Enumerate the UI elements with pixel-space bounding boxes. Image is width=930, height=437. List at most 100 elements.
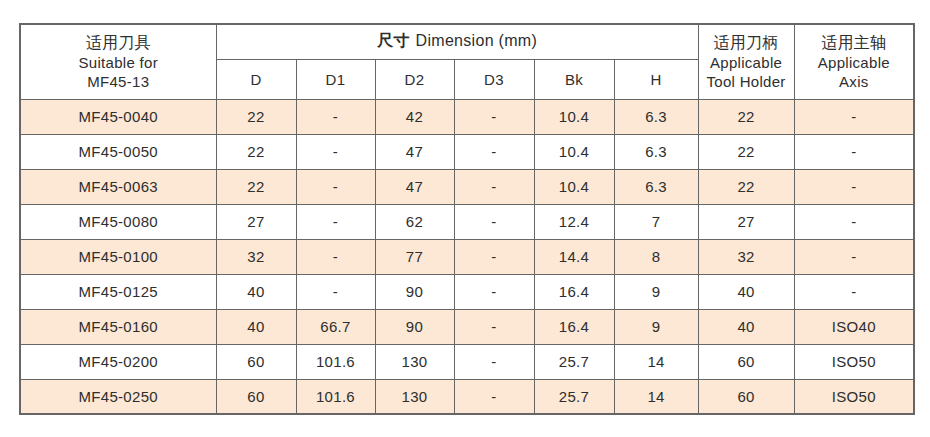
value-cell: 14.4 (534, 239, 614, 274)
tool-holder-zh-label: 适用刀柄 (701, 33, 792, 53)
axis-zh-label: 适用主轴 (797, 33, 912, 53)
value-cell: 40 (698, 309, 794, 344)
value-cell: 47 (375, 169, 454, 204)
table-row: MF45-008027-62-12.4727- (20, 204, 914, 239)
value-cell: - (296, 204, 375, 239)
value-cell: 22 (216, 169, 296, 204)
value-cell: - (454, 134, 534, 169)
col-header-d: D (216, 59, 296, 99)
model-cell: MF45-0250 (20, 379, 216, 414)
value-cell: 8 (614, 239, 698, 274)
table-row: MF45-005022-47-10.46.322- (20, 134, 914, 169)
value-cell: 32 (698, 239, 794, 274)
value-cell: 62 (375, 204, 454, 239)
value-cell: 130 (375, 344, 454, 379)
tool-holder-en-label-2: Tool Holder (701, 72, 792, 91)
value-cell: 10.4 (534, 99, 614, 134)
value-cell: - (454, 204, 534, 239)
value-cell: 40 (216, 309, 296, 344)
value-cell: - (296, 99, 375, 134)
col-header-d2: D2 (375, 59, 454, 99)
model-cell: MF45-0160 (20, 309, 216, 344)
value-cell: 25.7 (534, 379, 614, 414)
table-row: MF45-025060101.6130-25.71460ISO50 (20, 379, 914, 414)
value-cell: 16.4 (534, 309, 614, 344)
value-cell: - (794, 134, 914, 169)
value-cell: 10.4 (534, 169, 614, 204)
axis-en-label-1: Applicable (797, 53, 912, 72)
value-cell: 9 (614, 309, 698, 344)
value-cell: 10.4 (534, 134, 614, 169)
col-header-h: H (614, 59, 698, 99)
value-cell: 27 (698, 204, 794, 239)
model-cell: MF45-0040 (20, 99, 216, 134)
value-cell: 130 (375, 379, 454, 414)
value-cell: - (296, 169, 375, 204)
value-cell: 22 (216, 134, 296, 169)
value-cell: 14 (614, 344, 698, 379)
table-row: MF45-012540-90-16.4940- (20, 274, 914, 309)
value-cell: - (794, 99, 914, 134)
value-cell: 32 (216, 239, 296, 274)
value-cell: - (794, 239, 914, 274)
value-cell: 27 (216, 204, 296, 239)
value-cell: ISO50 (794, 344, 914, 379)
col-header-suitable-for: 适用刀具 Suitable for MF45-13 (20, 24, 216, 99)
model-cell: MF45-0063 (20, 169, 216, 204)
value-cell: 14 (614, 379, 698, 414)
value-cell: 9 (614, 274, 698, 309)
dimension-spec-table: 适用刀具 Suitable for MF45-13 尺寸Dimension (m… (19, 23, 915, 415)
table-row: MF45-004022-42-10.46.322- (20, 99, 914, 134)
value-cell: - (794, 169, 914, 204)
value-cell: 101.6 (296, 344, 375, 379)
value-cell: 90 (375, 274, 454, 309)
col-header-dimension: 尺寸Dimension (mm) (216, 24, 698, 59)
model-cell: MF45-0100 (20, 239, 216, 274)
value-cell: 6.3 (614, 99, 698, 134)
value-cell: 6.3 (614, 134, 698, 169)
col-header-tool-holder: 适用刀柄 Applicable Tool Holder (698, 24, 794, 99)
value-cell: 16.4 (534, 274, 614, 309)
value-cell: - (296, 134, 375, 169)
value-cell: ISO50 (794, 379, 914, 414)
value-cell: - (454, 309, 534, 344)
table-row: MF45-006322-47-10.46.322- (20, 169, 914, 204)
value-cell: 60 (216, 344, 296, 379)
col-header-axis: 适用主轴 Applicable Axis (794, 24, 914, 99)
value-cell: 60 (698, 379, 794, 414)
axis-en-label-2: Axis (797, 72, 912, 91)
value-cell: 6.3 (614, 169, 698, 204)
value-cell: - (454, 379, 534, 414)
table-row: MF45-010032-77-14.4832- (20, 239, 914, 274)
value-cell: 42 (375, 99, 454, 134)
value-cell: 90 (375, 309, 454, 344)
tool-holder-en-label-1: Applicable (701, 53, 792, 72)
dimension-zh-label: 尺寸 (377, 32, 410, 49)
suitable-for-en-label: Suitable for (23, 53, 214, 72)
value-cell: - (454, 239, 534, 274)
value-cell: 7 (614, 204, 698, 239)
value-cell: - (794, 204, 914, 239)
value-cell: 22 (698, 99, 794, 134)
value-cell: 77 (375, 239, 454, 274)
table-row: MF45-01604066.790-16.4940ISO40 (20, 309, 914, 344)
value-cell: - (454, 344, 534, 379)
value-cell: 60 (698, 344, 794, 379)
value-cell: - (296, 239, 375, 274)
value-cell: ISO40 (794, 309, 914, 344)
value-cell: 22 (216, 99, 296, 134)
col-header-d3: D3 (454, 59, 534, 99)
value-cell: 22 (698, 134, 794, 169)
col-header-d1: D1 (296, 59, 375, 99)
value-cell: 22 (698, 169, 794, 204)
col-header-bk: Bk (534, 59, 614, 99)
table-row: MF45-020060101.6130-25.71460ISO50 (20, 344, 914, 379)
value-cell: 60 (216, 379, 296, 414)
model-cell: MF45-0080 (20, 204, 216, 239)
suitable-for-series-label: MF45-13 (23, 72, 214, 91)
value-cell: 25.7 (534, 344, 614, 379)
value-cell: - (454, 99, 534, 134)
model-cell: MF45-0200 (20, 344, 216, 379)
value-cell: - (794, 274, 914, 309)
model-cell: MF45-0050 (20, 134, 216, 169)
